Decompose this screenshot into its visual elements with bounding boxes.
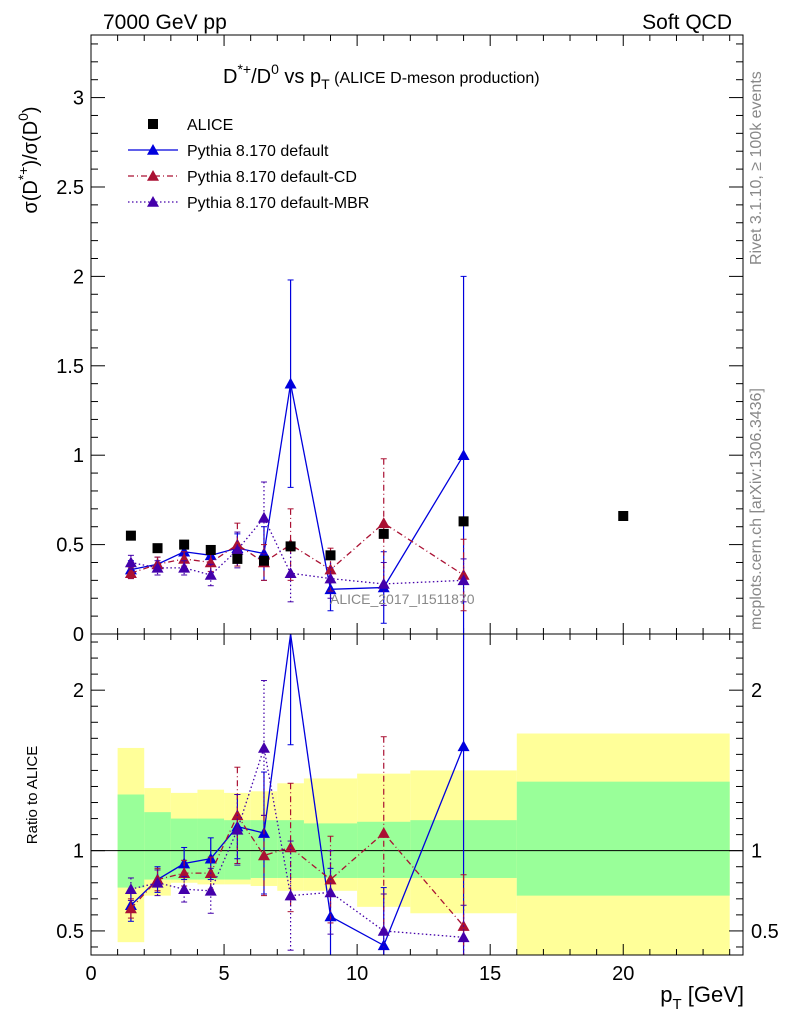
- legend-label: Pythia 8.170 default-CD: [187, 169, 357, 186]
- ratio-plot-frame: [90, 633, 744, 956]
- main-point-default-mbr: [178, 561, 191, 573]
- ratio-uncertainty-bands: [91, 733, 743, 955]
- ratio-point-default: [377, 939, 390, 951]
- main-point-default-mbr: [231, 543, 244, 555]
- legend: ALICE Pythia 8.170 default Pythia 8.170 de…: [128, 117, 369, 212]
- ratio-point-default-cd: [178, 867, 191, 878]
- x-tick-label: 20: [612, 963, 634, 985]
- main-point-default: [457, 449, 470, 460]
- ratio-point-default-mbr: [457, 931, 470, 943]
- ratio-point-default-mbr: [204, 884, 217, 896]
- main-series-default-mbr: [124, 481, 470, 606]
- ratio-point-default-cd: [377, 827, 390, 838]
- header-left: 7000 GeV pp: [103, 11, 227, 34]
- ratio-line-default-mbr: [130, 747, 464, 938]
- main-point-default-mbr: [377, 577, 390, 589]
- main-point-default: [284, 377, 297, 389]
- main-point-default: [257, 547, 270, 559]
- main-y-tick-label: 0: [73, 624, 84, 646]
- main-line-default-mbr: [130, 516, 464, 585]
- ratio-point-default-cd: [257, 849, 270, 861]
- ratio-series-default-mbr: [124, 680, 470, 955]
- main-point-default-mbr: [204, 568, 217, 580]
- x-tick-label: 15: [479, 963, 501, 985]
- mcplots-note: mcplots.cern.ch [arXiv:1306.3436]: [748, 388, 765, 630]
- main-line-default: [130, 383, 465, 590]
- main-point-alice: [458, 516, 469, 527]
- ratio-y-tick-label: 2: [73, 680, 84, 702]
- ratio-point-default-cd: [124, 902, 137, 914]
- plot-title: D*+/D0 vs pT (ALICE D-meson production): [223, 61, 540, 92]
- main-point-default: [178, 545, 191, 557]
- x-tick-label: 5: [218, 963, 229, 985]
- x-tick-label: 10: [346, 963, 368, 985]
- main-point-alice: [232, 553, 243, 564]
- legend-label: Pythia 8.170 default: [187, 143, 329, 160]
- ratio-stat-band: [516, 781, 730, 896]
- legend-marker-default: [147, 144, 159, 155]
- legend-marker-default-mbr: [147, 196, 159, 207]
- ratio-point-default: [457, 740, 470, 752]
- ratio-stat-band: [117, 794, 145, 888]
- ratio-point-default-mbr: [124, 883, 137, 894]
- main-y-axis-label: σ(D*+)/σ(D0): [15, 106, 42, 213]
- legend-marker-alice: [148, 119, 158, 129]
- main-point-alice: [285, 541, 296, 552]
- main-point-alice: [152, 543, 163, 554]
- main-point-default-cd: [124, 567, 137, 579]
- main-point-alice: [618, 510, 629, 521]
- analysis-watermark: ALICE_2017_I1511870: [330, 591, 475, 607]
- main-point-default-cd: [324, 563, 337, 575]
- ratio-y-tick-label: 0.5: [56, 921, 84, 943]
- main-point-alice: [205, 544, 216, 555]
- main-point-default-mbr: [457, 574, 470, 586]
- main-y-tick-label: 1: [73, 445, 84, 467]
- main-point-alice: [325, 550, 336, 561]
- main-point-alice: [378, 528, 389, 539]
- main-point-alice: [258, 555, 269, 566]
- main-y-tick-label: 2.5: [56, 177, 84, 199]
- ratio-point-default-cd: [284, 841, 297, 853]
- header-right: Soft QCD: [642, 11, 732, 34]
- main-point-default-mbr: [324, 572, 337, 584]
- legend-label: Pythia 8.170 default-MBR: [187, 195, 369, 212]
- ratio-axis-label: Ratio to ALICE: [24, 746, 41, 844]
- ratio-y-tick-label: 1: [73, 841, 84, 863]
- ratio-point-default-mbr: [284, 889, 297, 901]
- ratio-line-default-cd: [130, 814, 465, 927]
- ratio-y-tick-label-right: 1: [751, 841, 762, 863]
- ratio-point-default-mbr: [151, 876, 164, 888]
- ratio-line-default: [130, 633, 465, 947]
- legend-marker-default-cd: [147, 170, 159, 181]
- ratio-point-default-mbr: [257, 741, 270, 753]
- x-tick-label: 0: [85, 963, 96, 985]
- main-point-default-mbr: [284, 567, 297, 579]
- main-point-default-cd: [377, 517, 390, 528]
- ratio-y-tick-label-right: 2: [751, 680, 762, 702]
- main-line-default-cd: [130, 522, 464, 576]
- main-y-tick-label: 2: [73, 266, 84, 288]
- series-layer: [124, 275, 629, 955]
- ratio-point-default-mbr: [324, 886, 337, 898]
- rivet-note: Rivet 3.1.10, ≥ 100k events: [748, 71, 765, 265]
- ratio-point-default-mbr: [178, 883, 191, 894]
- ratio-point-default-mbr: [231, 823, 244, 835]
- main-point-alice: [125, 530, 136, 541]
- main-point-default-mbr: [151, 561, 164, 573]
- main-y-tick-label: 1.5: [56, 356, 84, 378]
- main-series-default-cd: [124, 458, 470, 612]
- main-point-alice: [179, 539, 190, 550]
- main-series-alice: [125, 510, 629, 566]
- main-y-tick-label: 0.5: [56, 535, 84, 557]
- ratio-y-tick-label-right: 0.5: [751, 921, 779, 943]
- main-point-default-mbr: [257, 511, 270, 523]
- x-axis-label: pT [GeV]: [660, 982, 744, 1013]
- main-y-tick-label: 3: [73, 88, 84, 110]
- main-point-default-mbr: [124, 556, 137, 568]
- main-series-default: [124, 275, 470, 635]
- legend-label: ALICE: [187, 117, 233, 134]
- ratio-point-default-mbr: [377, 924, 390, 936]
